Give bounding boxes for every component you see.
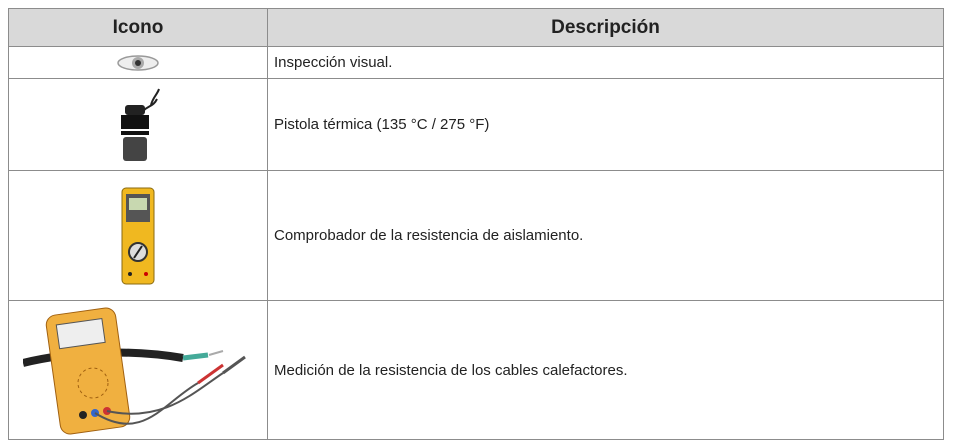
multimeter-icon [121,187,155,284]
row: Inspección visual. [8,46,944,79]
description: Pistola térmica (135 °C / 275 °F) [267,78,944,171]
icon-cell [8,170,268,301]
heat-gun-icon [121,88,160,161]
description: Comprobador de la resistencia de aislami… [267,170,944,301]
icon-cell [8,78,268,171]
eye-icon [117,54,159,71]
header-cell: Icono [8,8,268,47]
header-cell: Descripción [267,8,944,47]
icon-cell [8,300,268,440]
row: Comprobador de la resistencia de aislami… [8,170,944,301]
icon-table: Icono Descripción Inspección visual. Pis… [8,8,944,440]
row: Medición de la resistencia de los cables… [8,300,944,440]
measurement-icon [23,307,246,434]
header-row: Icono Descripción [8,8,944,47]
icon-cell [8,46,268,79]
description: Inspección visual. [267,46,944,79]
description: Medición de la resistencia de los cables… [267,300,944,440]
row: Pistola térmica (135 °C / 275 °F) [8,78,944,171]
